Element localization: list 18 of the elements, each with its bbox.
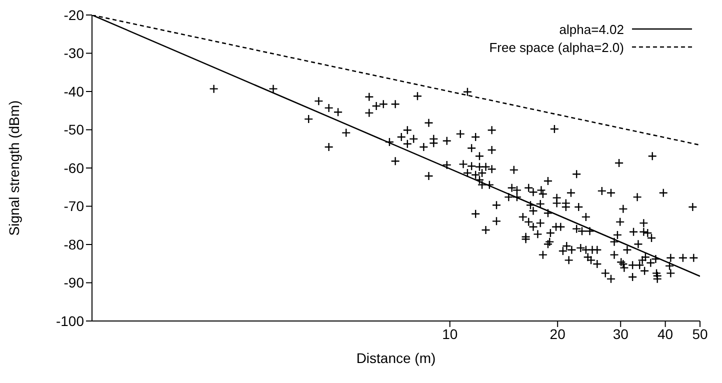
x-tick-label: 50 [692,326,708,342]
y-tick-label: -50 [64,122,84,138]
y-axis-title: Signal strength (dBm) [6,100,22,236]
y-tick-label: -30 [64,45,84,62]
x-tick-label: 30 [612,326,629,342]
x-tick-label: 40 [658,326,674,342]
legend-label: Free space (alpha=2.0) [489,40,624,54]
y-tick-label: -70 [64,198,84,214]
y-tick-label: -40 [64,83,84,100]
x-tick-label: 10 [442,326,458,342]
y-tick-label: -80 [64,236,84,252]
y-tick-label: -20 [64,6,84,23]
legend-label: alpha=4.02 [559,22,624,36]
y-tick-label: -90 [64,274,84,291]
x-tick-label: 20 [550,326,566,342]
x-axis-title: Distance (m) [356,350,436,366]
y-tick-label: -60 [64,160,84,176]
y-tick-label: -100 [56,312,84,329]
